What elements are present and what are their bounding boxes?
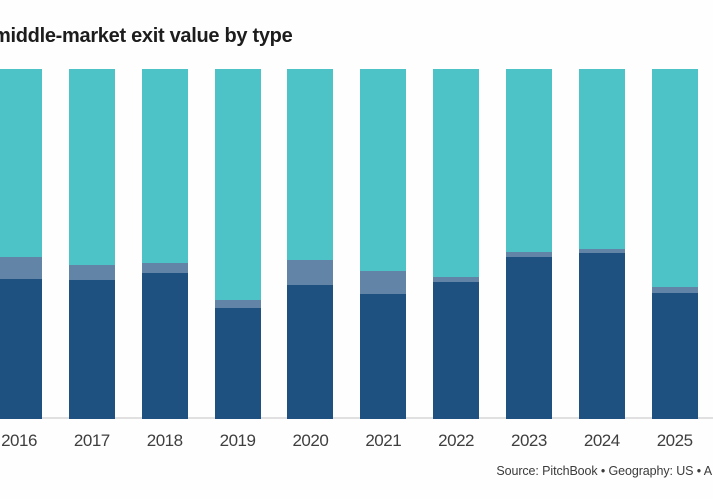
segment-teal-top-segment-2024 (578, 69, 625, 249)
bar-2021 (360, 69, 407, 419)
segment-steel-blue-middle-segment-2025 (651, 286, 698, 293)
segment-dark-blue-bottom-segment-2022 (433, 281, 480, 419)
bar-2018 (141, 69, 188, 419)
source-note: Source: PitchBook • Geography: US • A (496, 464, 712, 478)
x-tick-label-2016: 2016 (1, 431, 37, 450)
segment-teal-top-segment-2021 (360, 69, 407, 272)
segment-dark-blue-bottom-segment-2020 (287, 285, 334, 419)
x-tick-label-2021: 2021 (365, 431, 402, 450)
x-tick-label-2020: 2020 (292, 431, 329, 450)
x-tick-label-2017: 2017 (73, 431, 110, 450)
x-axis-line (0, 417, 713, 419)
segment-dark-blue-bottom-segment-2021 (360, 294, 407, 419)
segment-steel-blue-middle-segment-2018 (141, 262, 188, 273)
segment-dark-blue-bottom-segment-2017 (68, 280, 115, 419)
bar-2022 (433, 69, 480, 419)
segment-dark-blue-bottom-segment-2016 (0, 279, 42, 419)
segment-teal-top-segment-2022 (433, 69, 480, 278)
segment-dark-blue-bottom-segment-2018 (141, 272, 188, 419)
x-tick-label-2024: 2024 (583, 431, 620, 450)
x-tick-label-2025: 2025 (656, 431, 693, 450)
segment-steel-blue-middle-segment-2024 (578, 248, 625, 254)
segment-steel-blue-middle-segment-2017 (68, 264, 115, 281)
segment-teal-top-segment-2023 (505, 69, 552, 253)
bar-2025 (651, 69, 698, 419)
segment-teal-top-segment-2020 (287, 69, 334, 261)
segment-steel-blue-middle-segment-2020 (287, 260, 334, 286)
segment-dark-blue-bottom-segment-2019 (214, 308, 261, 419)
segment-steel-blue-middle-segment-2023 (505, 252, 552, 257)
bar-2024 (578, 69, 625, 419)
chart-title: middle-market exit value by type (0, 25, 293, 47)
segment-teal-top-segment-2016 (0, 69, 42, 258)
segment-dark-blue-bottom-segment-2023 (505, 256, 552, 419)
bar-2016 (0, 69, 42, 419)
segment-steel-blue-middle-segment-2022 (433, 277, 480, 282)
segment-steel-blue-middle-segment-2019 (214, 300, 261, 309)
segment-dark-blue-bottom-segment-2025 (651, 293, 698, 419)
bar-2023 (505, 69, 552, 419)
segment-teal-top-segment-2017 (68, 69, 115, 265)
segment-steel-blue-middle-segment-2016 (0, 257, 42, 279)
bar-2017 (68, 69, 115, 419)
segment-teal-top-segment-2019 (214, 69, 261, 301)
segment-dark-blue-bottom-segment-2024 (578, 253, 625, 419)
segment-teal-top-segment-2018 (141, 69, 188, 263)
x-tick-label-2019: 2019 (219, 431, 256, 450)
bar-2019 (214, 69, 261, 419)
bar-2020 (287, 69, 334, 419)
x-tick-label-2018: 2018 (146, 431, 183, 450)
x-tick-label-2022: 2022 (438, 431, 474, 450)
segment-steel-blue-middle-segment-2021 (360, 271, 407, 295)
segment-teal-top-segment-2025 (651, 69, 698, 287)
x-tick-label-2023: 2023 (511, 431, 547, 450)
